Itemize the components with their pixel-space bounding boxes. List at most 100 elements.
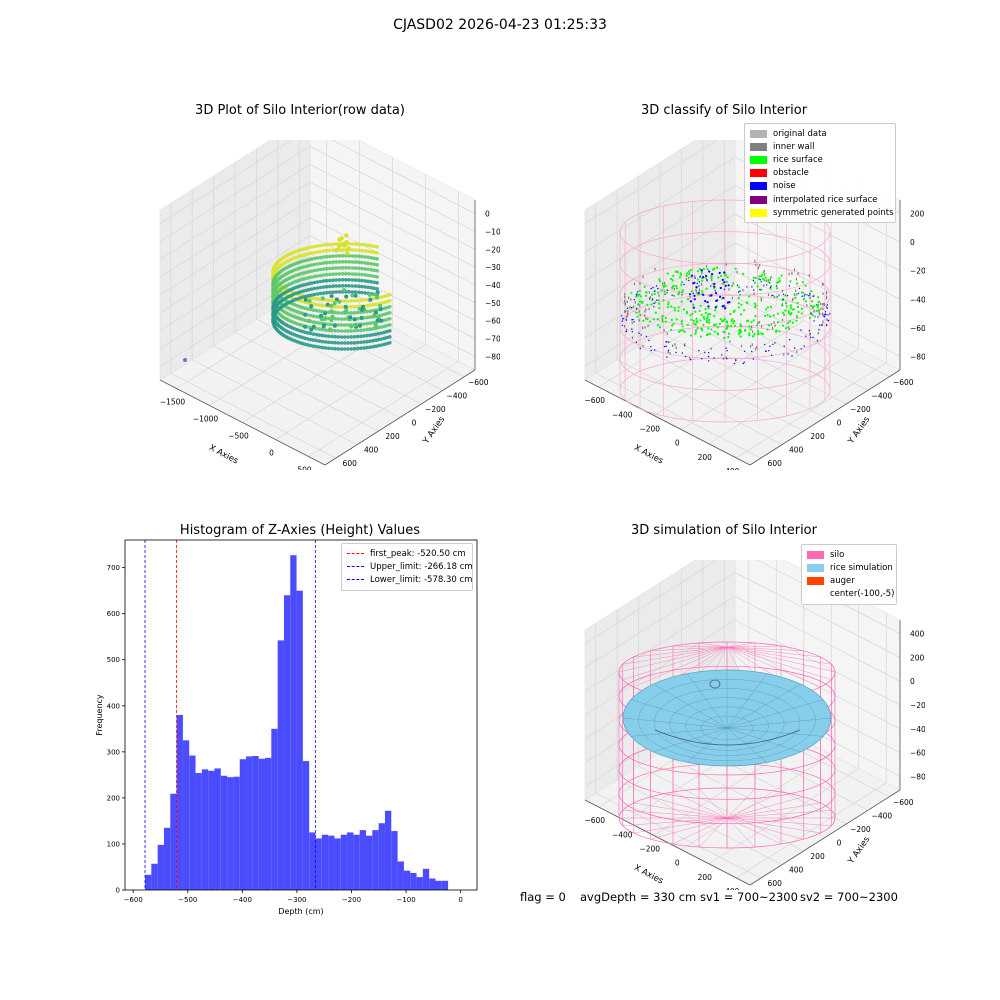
inner-wall-point — [639, 282, 641, 285]
rice-surface-point — [796, 282, 799, 285]
gridline — [159, 199, 311, 296]
rice-surface-point — [762, 277, 765, 280]
noise-point — [735, 359, 737, 361]
rice-surface-point — [777, 321, 780, 324]
data-point — [308, 313, 313, 318]
data-point — [183, 358, 187, 362]
rice-surface-point — [787, 321, 790, 324]
noise-point — [764, 350, 767, 352]
noise-point — [702, 276, 705, 279]
rice-surface-point — [666, 272, 669, 275]
legend-swatch — [807, 590, 824, 598]
data-point — [352, 329, 357, 333]
histogram-bar — [328, 835, 335, 890]
data-point — [312, 268, 317, 273]
legend-line-swatch — [347, 553, 364, 555]
data-point — [371, 344, 375, 349]
inner-wall-point — [645, 308, 647, 311]
data-point — [369, 274, 373, 278]
data-point — [355, 328, 360, 333]
data-point — [347, 272, 351, 276]
inner-wall-point — [753, 292, 755, 295]
z-tick-label: 200 — [910, 210, 925, 219]
rice-surface-point — [720, 319, 724, 322]
rice-surface-point — [804, 284, 807, 287]
data-point — [327, 327, 332, 332]
inner-wall-point — [822, 320, 824, 323]
data-point — [369, 256, 373, 260]
inner-wall-point — [624, 293, 626, 296]
rice-simulation-mesh — [622, 717, 728, 729]
data-point — [375, 287, 379, 291]
rice-surface-point — [701, 290, 704, 293]
inner-wall-point — [672, 344, 674, 347]
histogram-bar — [441, 880, 449, 890]
inner-wall-point — [725, 356, 727, 359]
noise-point — [626, 307, 629, 310]
z-tick-label: −600 — [910, 324, 925, 333]
data-point — [311, 332, 316, 336]
silo-wire-spoke — [650, 817, 728, 840]
rice-surface-point — [656, 324, 660, 327]
noise-point — [651, 298, 654, 300]
gridline — [616, 779, 783, 865]
legend-item: first_peak: -520.50 cm — [347, 547, 467, 560]
gridline — [659, 332, 826, 418]
z-tick-label: −600 — [910, 749, 925, 758]
inner-wall-point — [658, 294, 660, 297]
gridline — [159, 181, 311, 278]
x-tick-label: 0 — [675, 859, 680, 868]
data-point — [366, 243, 370, 248]
z-tick-label: −700 — [485, 335, 500, 344]
data-point — [308, 343, 313, 348]
noise-point — [684, 355, 687, 358]
inner-wall-point — [685, 277, 687, 281]
noise-point — [808, 295, 810, 297]
rice-surface-point — [739, 323, 742, 326]
inner-wall-point — [666, 332, 668, 335]
z-tick-label: −400 — [910, 725, 925, 734]
rice-surface-point — [692, 303, 695, 306]
data-point — [336, 317, 340, 321]
data-point — [385, 323, 389, 328]
rice-surface-point — [637, 303, 640, 306]
data-point — [371, 326, 375, 331]
gridline — [309, 181, 476, 268]
data-point — [359, 346, 363, 351]
noise-point — [798, 287, 801, 290]
rice-surface-point — [791, 308, 794, 311]
inner-wall-point — [759, 264, 761, 267]
rice-surface-point — [678, 290, 681, 293]
x-tick-label: −500 — [228, 432, 249, 441]
data-point — [369, 250, 373, 254]
rice-surface-point — [753, 302, 756, 305]
noise-point — [688, 279, 690, 282]
data-point — [328, 242, 332, 247]
rice-surface-point — [729, 324, 733, 328]
rice-surface-point — [685, 312, 688, 315]
x-axis-label: Depth (cm) — [278, 907, 323, 916]
histogram-bar — [265, 757, 272, 890]
noise-point — [726, 301, 729, 304]
data-point — [346, 311, 350, 315]
rice-surface-point — [654, 311, 657, 314]
rice-surface-point — [704, 276, 707, 280]
rice-surface-point — [745, 301, 748, 304]
rice-surface-point — [663, 290, 666, 293]
noise-point — [820, 324, 823, 326]
rice-surface-point — [709, 332, 712, 335]
data-point — [357, 260, 361, 265]
noise-point — [710, 285, 712, 287]
noise-point — [771, 295, 773, 297]
noise-point — [783, 345, 785, 347]
rice-surface-point — [675, 287, 679, 290]
data-point — [331, 284, 335, 288]
data-point — [336, 311, 340, 315]
data-point — [374, 344, 378, 348]
data-point — [366, 279, 370, 284]
data-point — [312, 274, 317, 279]
inner-wall-point — [796, 314, 798, 318]
data-point — [324, 260, 329, 265]
data-point — [375, 275, 379, 279]
histogram-bar — [170, 793, 177, 890]
